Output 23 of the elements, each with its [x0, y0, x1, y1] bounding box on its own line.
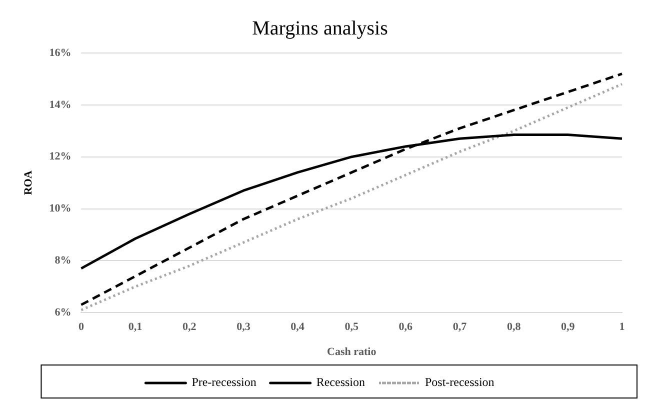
x-tick-label: 0,4 [290, 321, 305, 334]
y-tick-label: 12% [49, 150, 72, 163]
x-axis-title: Cash ratio [327, 346, 377, 358]
x-tick-label: 0,1 [128, 321, 142, 334]
y-axis-title: ROA [22, 170, 34, 196]
x-tick-label: 0,6 [398, 321, 414, 334]
y-tick-label: 14% [49, 98, 72, 111]
chart-title: Margins analysis [252, 17, 388, 40]
y-tick-label: 6% [54, 306, 72, 318]
legend-label: Post-recession [424, 375, 494, 390]
x-tick-label: 0,2 [182, 321, 197, 334]
x-tick-label: 0,9 [561, 321, 576, 334]
legend-label: Recession [316, 375, 365, 390]
y-tick-label: 8% [54, 254, 72, 267]
x-tick-label: 0,8 [506, 321, 522, 334]
x-tick-label: 0,7 [452, 321, 468, 334]
x-tick-label: 1 [619, 321, 625, 334]
y-tick-label: 16% [49, 46, 72, 59]
y-tick-label: 10% [49, 202, 72, 215]
x-tick-label: 0,5 [344, 321, 359, 334]
x-tick-label: 0,3 [236, 321, 251, 334]
x-tick-label: 0 [78, 321, 84, 334]
legend-label: Pre-recession [192, 375, 256, 390]
